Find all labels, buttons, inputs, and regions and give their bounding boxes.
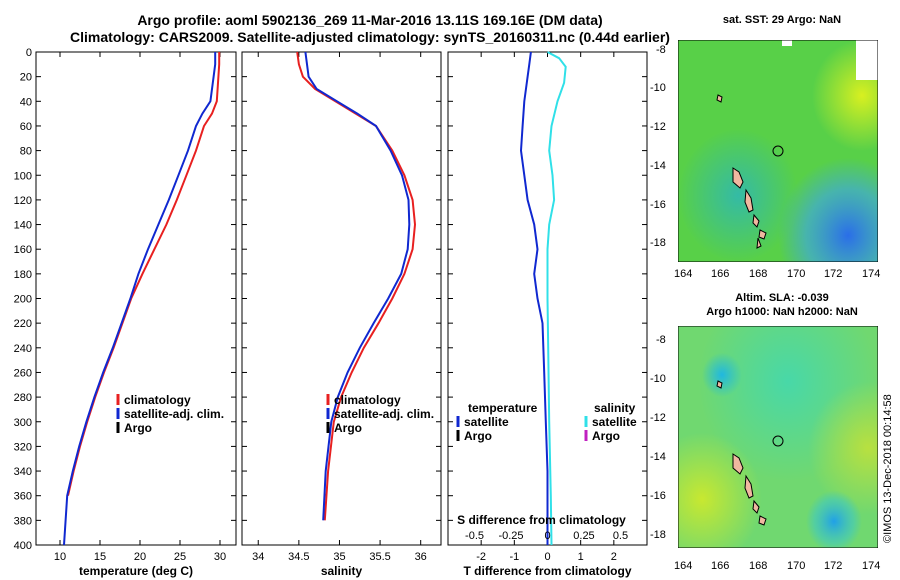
plot-frame [35, 51, 237, 546]
x-tick-label-salinity: -0.25 [498, 530, 523, 542]
y-tick-label: 160 [14, 244, 32, 256]
y-tick-label: 40 [20, 96, 32, 108]
y-tick-label: 340 [14, 466, 32, 478]
sla-map-title-1: Altim. SLA: -0.039 [735, 292, 829, 304]
y-tick-label: 20 [20, 72, 32, 84]
sst-xtick: 170 [787, 268, 806, 280]
sst-map-image [677, 39, 879, 263]
sst-xtick: 164 [674, 268, 693, 280]
plot-frame [241, 51, 442, 546]
legend-label: satellite [464, 415, 509, 429]
legend-label: salinity [594, 401, 636, 415]
series-line-t-satellite [519, 51, 549, 545]
sst-map-title: sat. SST: 29 Argo: NaN [722, 14, 842, 26]
sst-xtick: 166 [711, 268, 730, 280]
y-tick-label: 120 [14, 195, 32, 207]
x-tick-label: 34.5 [288, 551, 309, 563]
x-tick-label: 10 [54, 551, 66, 563]
y-tick-label: 300 [14, 417, 32, 429]
sla-ytick: -18 [650, 529, 666, 541]
sst-xtick: 168 [749, 268, 768, 280]
legend-label: climatology [334, 393, 401, 407]
y-tick-label: 320 [14, 441, 32, 453]
y-tick-label: 0 [26, 47, 32, 59]
x-tick-label: 34 [252, 551, 264, 563]
y-tick-label: 400 [14, 540, 32, 552]
footer-credit: ©IMOS 13-Dec-2018 00:14:58 [882, 394, 894, 543]
x-tick-label: 30 [214, 551, 226, 563]
sla-map-title-2: Argo h1000: NaN h2000: NaN [706, 306, 858, 318]
y-tick-label: 360 [14, 491, 32, 503]
legend-label: temperature [468, 401, 538, 415]
y-tick-label: 80 [20, 146, 32, 158]
x-tick-label: 35.5 [369, 551, 390, 563]
y-tick-label: 180 [14, 269, 32, 281]
x-tick-label: 1 [578, 551, 584, 563]
sst-ytick: -10 [650, 82, 666, 94]
x-tick-label-salinity: 0.5 [613, 530, 628, 542]
title-line-2: Climatology: CARS2009. Satellite-adjuste… [70, 29, 670, 45]
y-tick-label: 200 [14, 294, 32, 306]
legend-label: Argo [334, 421, 362, 435]
y-tick-label: 380 [14, 515, 32, 527]
series-line-satellite-adj-clim- [304, 51, 411, 521]
legend-label: Argo [592, 429, 620, 443]
x-tick-label: -2 [476, 551, 486, 563]
sla-ytick: -8 [656, 334, 666, 346]
title-line-1: Argo profile: aoml 5902136_269 11-Mar-20… [137, 12, 603, 28]
y-tick-label: 220 [14, 318, 32, 330]
x-tick-label: 0 [544, 551, 550, 563]
sla-xtick: 168 [749, 560, 768, 572]
y-tick-label: 100 [14, 170, 32, 182]
legend-label: satellite-adj. clim. [124, 407, 224, 421]
x-tick-label: 15 [94, 551, 106, 563]
x-tick-label: 35 [333, 551, 345, 563]
x-tick-label-salinity: -0.5 [465, 530, 484, 542]
legend-label: satellite [592, 415, 637, 429]
sst-ytick: -18 [650, 237, 666, 249]
sst-ytick: -12 [650, 121, 666, 133]
legend-label: climatology [124, 393, 191, 407]
series-line-satellite-adj-clim- [63, 52, 217, 546]
sst-xtick: 174 [862, 268, 881, 280]
sst-xtick: 172 [824, 268, 843, 280]
x-axis-label: temperature (deg C) [79, 564, 193, 578]
x-tick-label: 2 [611, 551, 617, 563]
sla-ytick: -12 [650, 412, 666, 424]
series-line-s-satellite [546, 51, 567, 546]
sst-ytick: -14 [650, 160, 666, 172]
x-tick-label: -1 [509, 551, 519, 563]
y-tick-label: 60 [20, 121, 32, 133]
sla-xtick: 170 [787, 560, 806, 572]
x-tick-label: 25 [174, 551, 186, 563]
sla-ytick: -14 [650, 451, 666, 463]
sla-ytick: -16 [650, 490, 666, 502]
sst-ytick: -16 [650, 199, 666, 211]
sla-map-image [677, 325, 879, 549]
x-tick-label: 20 [134, 551, 146, 563]
y-tick-label: 280 [14, 392, 32, 404]
x-axis-label: salinity [321, 564, 363, 578]
legend-label: satellite-adj. clim. [334, 407, 434, 421]
x-tick-label: 36 [415, 551, 427, 563]
sst-ytick: -8 [656, 44, 666, 56]
legend-label: Argo [464, 429, 492, 443]
sla-xtick: 172 [824, 560, 843, 572]
sla-xtick: 166 [711, 560, 730, 572]
sla-map [677, 325, 879, 549]
x-axis-label: T difference from climatology [463, 564, 631, 578]
x-axis-label-salinity: S difference from climatology [457, 513, 626, 527]
sla-xtick: 164 [674, 560, 693, 572]
sla-xtick: 174 [862, 560, 881, 572]
sla-ytick: -10 [650, 373, 666, 385]
y-tick-label: 140 [14, 220, 32, 232]
x-tick-label-salinity: 0 [544, 530, 550, 542]
series-line-climatology [296, 51, 417, 521]
sst-map [677, 39, 879, 263]
x-tick-label-salinity: 0.25 [573, 530, 594, 542]
y-tick-label: 240 [14, 343, 32, 355]
legend-label: Argo [124, 421, 152, 435]
y-tick-label: 260 [14, 367, 32, 379]
